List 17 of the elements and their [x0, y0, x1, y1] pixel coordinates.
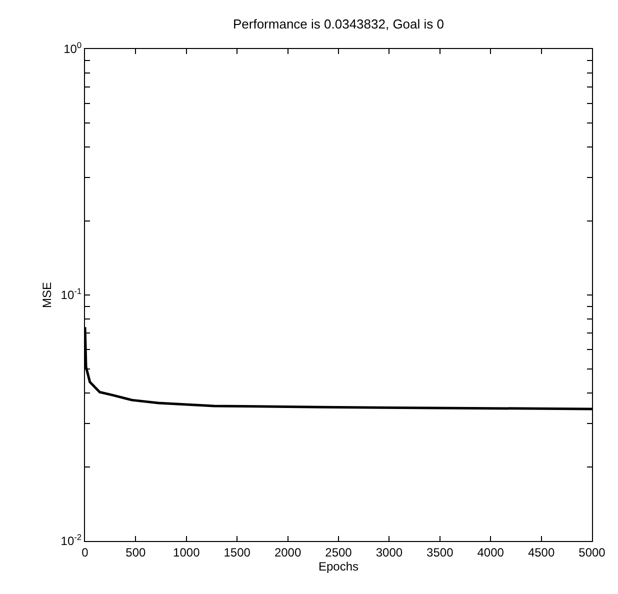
y-tick-label: 10$^{-2}$	[60, 532, 82, 548]
y-axis-title: MSE	[40, 282, 54, 308]
x-tick-label: 4000	[477, 545, 504, 560]
x-tick-label: 500	[126, 545, 146, 560]
y-tick-label: 10$^{0}$	[64, 40, 82, 56]
x-tick-label: 0	[82, 545, 89, 560]
x-tick-label: 3000	[376, 545, 403, 560]
x-axis-title: Epochs	[318, 559, 359, 574]
x-tick-label: 3500	[426, 545, 454, 560]
x-tick-label: 1000	[173, 545, 200, 560]
chart-title: Performance is 0.0343832, Goal is 0	[232, 16, 444, 32]
x-tick-label: 1500	[224, 545, 251, 560]
x-tick-label: 2000	[274, 545, 302, 560]
x-tick-label: 5000	[578, 545, 606, 560]
x-tick-label: 4500	[528, 545, 555, 560]
x-tick-label: 2500	[325, 545, 352, 560]
y-tick-label: 10$^{-1}$	[60, 286, 82, 302]
